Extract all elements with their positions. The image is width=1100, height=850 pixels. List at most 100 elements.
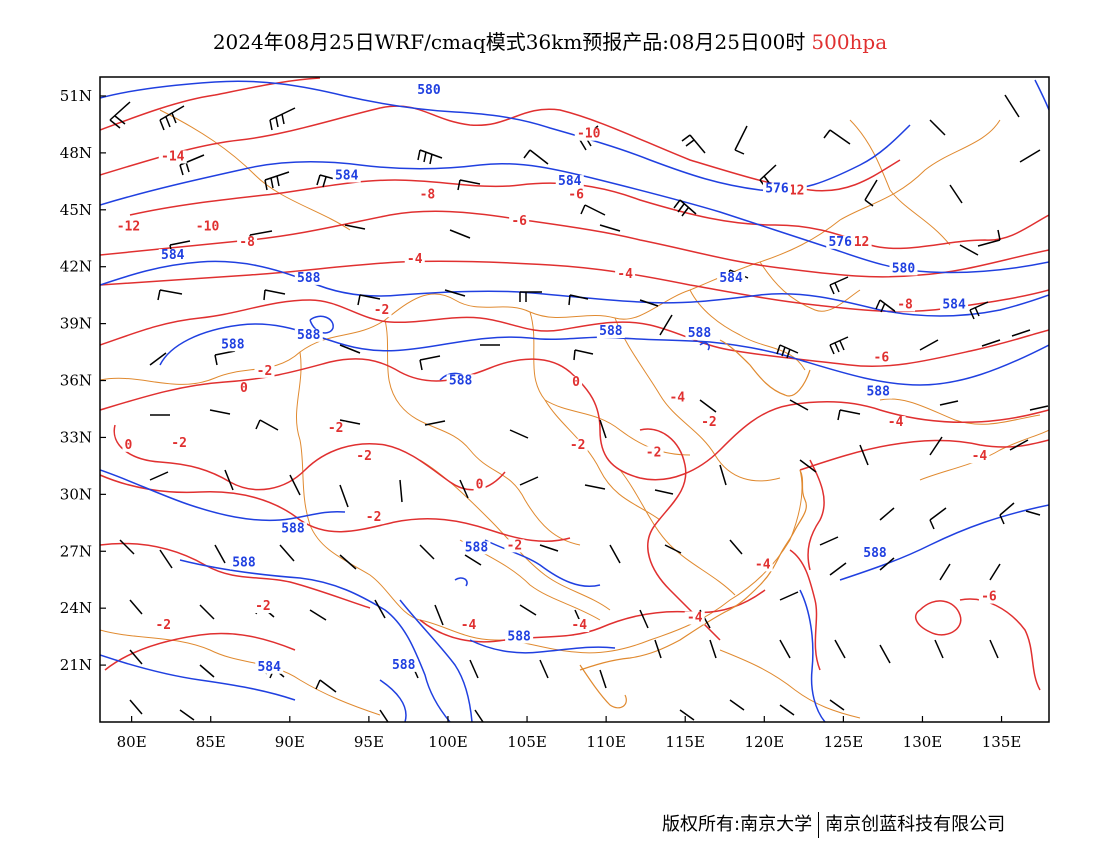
- isotherm-label-bg: [895, 298, 916, 312]
- wind-barbs: [109, 94, 1049, 722]
- isotherm-label: 0: [476, 478, 484, 493]
- height-contour-label: 584: [719, 271, 743, 286]
- isotherm-label-bg: [237, 381, 250, 395]
- isotherm-label: -4: [407, 252, 423, 267]
- x-tick-label: 120E: [745, 733, 785, 751]
- x-tick-label: 130E: [903, 733, 943, 751]
- height-contour-label-bg: [229, 556, 258, 570]
- isotherm-label: -4: [461, 618, 477, 633]
- y-tick-label: 39N: [60, 315, 92, 333]
- isotherm-label-bg: [371, 304, 392, 318]
- isotherm-label-bg: [684, 611, 705, 625]
- isotherm-label: -10: [577, 127, 601, 142]
- isotherm-label: -6: [874, 351, 890, 366]
- x-tick-label: 100E: [428, 733, 468, 751]
- y-tick-label: 30N: [60, 485, 92, 503]
- isotherm-label-bg: [969, 450, 990, 464]
- x-tick-label: 90E: [275, 733, 305, 751]
- height-contour-label: 588: [221, 337, 245, 352]
- isotherm-label: 0: [572, 375, 580, 390]
- height-contour-label: 588: [392, 658, 416, 673]
- isotherm-label-bg: [615, 268, 636, 282]
- y-tick-label: 21N: [60, 656, 92, 674]
- isotherm-label-bg: [567, 438, 588, 452]
- isotherm-label: -2: [507, 538, 523, 553]
- isotherm-label: 0: [125, 438, 133, 453]
- height-contour-label: 584: [942, 297, 966, 312]
- height-contour-label: 580: [892, 261, 916, 276]
- isotherm-label: -2: [328, 421, 344, 436]
- isotherm-label-bg: [458, 619, 479, 633]
- isotherm-label-bg: [574, 127, 603, 141]
- coastline: [579, 339, 811, 709]
- plot-frame: [99, 76, 1050, 723]
- height-contour-label-bg: [555, 175, 584, 189]
- isotherm-label-bg: [885, 416, 906, 430]
- map-title: 2024年08月25日WRF/cmaq模式36km预报产品:08月25日00时 5…: [0, 26, 1100, 55]
- height-contour-label: 588: [297, 328, 321, 343]
- isotherm-label-bg: [363, 510, 384, 524]
- isotherm-label-bg: [354, 450, 375, 464]
- height-contour-label-bg: [596, 325, 625, 338]
- isotherm-label: -8: [420, 187, 436, 202]
- footer-partner: 南京创蓝科技有限公司: [825, 814, 1006, 835]
- isotherm-label-bg: [158, 150, 187, 164]
- height-contour-label-bg: [278, 522, 307, 536]
- footer: 版权所有:南京大学 南京创蓝科技有限公司: [662, 810, 1005, 838]
- isotherm-label-bg: [122, 438, 135, 452]
- x-tick-label: 115E: [665, 733, 705, 751]
- height-contour-label-bg: [332, 169, 361, 183]
- height-contour-label-bg: [158, 249, 187, 263]
- x-tick-label: 80E: [117, 733, 147, 751]
- height-contour-label: 584: [257, 660, 281, 675]
- isotherm-label: -4: [755, 557, 771, 572]
- height-contour-label-bg: [762, 182, 791, 196]
- isotherm-label-bg: [752, 558, 773, 572]
- isotherm-label-bg: [667, 391, 688, 405]
- axis-labels: 80E 85E 90E 95E 100E 105E 110E 115E 120E 125E 130E…: [60, 87, 1022, 751]
- isotherm-label: -2: [701, 415, 717, 430]
- height-contour-label-bg: [414, 84, 443, 98]
- height-contour-label: 588: [449, 373, 473, 388]
- footer-owner: 版权所有:南京大学: [662, 814, 813, 835]
- isotherm-label: -6: [981, 590, 997, 605]
- x-tick-label: 95E: [354, 733, 384, 751]
- isotherm-label: -2: [570, 438, 586, 453]
- height-contour-label: 588: [688, 326, 712, 341]
- isotherm-label: -2: [257, 364, 273, 379]
- isotherm-label-bg: [473, 478, 486, 492]
- isotherm-label-bg: [871, 351, 892, 365]
- x-tick-label: 105E: [507, 733, 547, 751]
- isotherm-label-bg: [114, 220, 143, 234]
- height-contour-label-bg: [505, 630, 534, 644]
- y-tick-label: 48N: [60, 144, 92, 162]
- isotherm-label-bg: [566, 188, 587, 202]
- height-contour-label: 576: [765, 182, 789, 197]
- height-contour-label-bg: [685, 326, 714, 340]
- isotherm-label: -8: [239, 235, 255, 250]
- isotherm-label-bg: [237, 235, 258, 249]
- isotherm-label-bg: [509, 214, 530, 228]
- title-main: 2024年08月25日WRF/cmaq模式36km预报产品:08月25日00时: [212, 30, 806, 54]
- x-tick-label: 135E: [982, 733, 1022, 751]
- isotherm-label: -2: [646, 445, 662, 460]
- height-contour-label: 588: [281, 521, 305, 536]
- x-tick-label: 110E: [586, 733, 626, 751]
- isotherm-label-bg: [978, 590, 999, 604]
- isotherm-label-bg: [325, 421, 346, 435]
- height-contour-label-bg: [389, 658, 418, 672]
- isotherm-label: 0: [240, 381, 248, 396]
- height-contour-label: 588: [465, 540, 489, 555]
- isotherm-label: -8: [897, 297, 913, 312]
- height-contour-label-bg: [446, 374, 475, 388]
- height-contour-label: 588: [232, 555, 256, 570]
- isotherm-label: -4: [972, 449, 988, 464]
- y-tick-label: 24N: [60, 599, 92, 617]
- isotherm-label: -2: [374, 303, 390, 318]
- isotherm-label-bg: [404, 252, 425, 266]
- isotherm-label-bg: [698, 416, 719, 430]
- y-tick-label: 42N: [60, 258, 92, 276]
- height-contour-label-bg: [864, 385, 893, 399]
- isotherm-label-bg: [169, 436, 190, 450]
- y-tick-label: 33N: [60, 428, 92, 446]
